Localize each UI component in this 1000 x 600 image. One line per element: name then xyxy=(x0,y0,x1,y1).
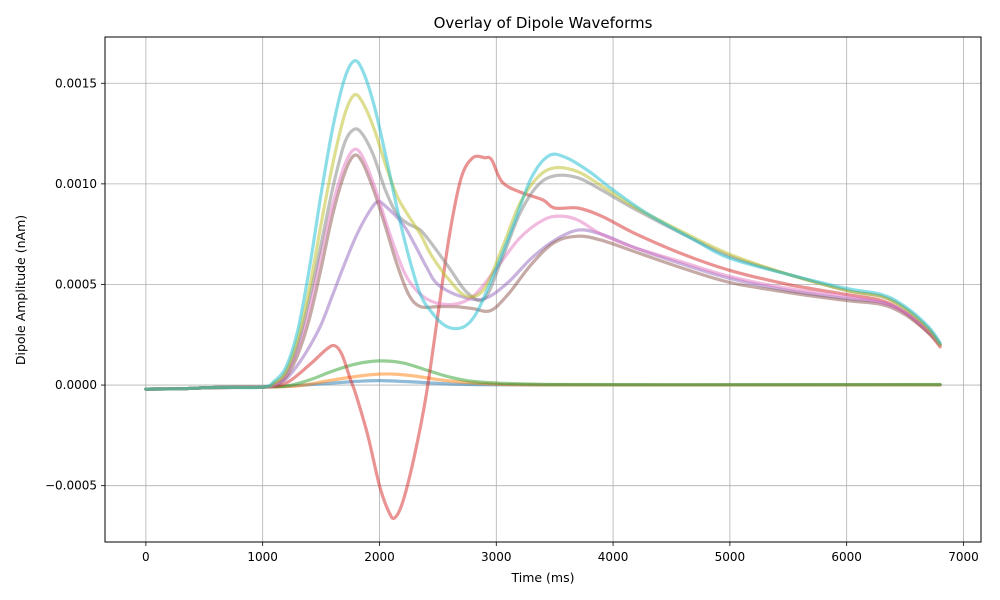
series-line-9 xyxy=(144,92,942,391)
y-tick-label: 0.0010 xyxy=(55,177,97,191)
series-line-5 xyxy=(144,199,942,391)
x-tick-label: 3000 xyxy=(481,550,512,564)
y-axis-ticks: −0.0005 0.0000 0.0005 0.0010 0.0015 xyxy=(45,76,105,493)
x-tick-label: 7000 xyxy=(948,550,979,564)
series-line-4 xyxy=(144,154,942,520)
x-tick-label: 2000 xyxy=(364,550,395,564)
y-tick-label: −0.0005 xyxy=(45,479,97,493)
x-tick-label: 5000 xyxy=(715,550,746,564)
y-tick-label: 0.0015 xyxy=(55,76,97,90)
series-line-10 xyxy=(144,59,942,391)
plot-frame xyxy=(104,36,982,543)
x-tick-label: 0 xyxy=(142,550,150,564)
series-line-7 xyxy=(144,147,942,391)
series-line-6 xyxy=(144,153,942,391)
y-axis-title: Dipole Amplitude (nAm) xyxy=(13,215,28,365)
x-tick-label: 1000 xyxy=(247,550,278,564)
x-axis-title: Time (ms) xyxy=(510,570,574,585)
y-tick-label: 0.0005 xyxy=(55,277,97,291)
series-group xyxy=(144,59,942,520)
chart-title: Overlay of Dipole Waveforms xyxy=(434,14,653,32)
x-axis-ticks: 0 1000 2000 3000 4000 5000 6000 7000 xyxy=(142,542,979,564)
y-tick-label: 0.0000 xyxy=(55,378,97,392)
series-line-8 xyxy=(144,127,942,391)
x-tick-label: 6000 xyxy=(831,550,862,564)
x-tick-label: 4000 xyxy=(598,550,629,564)
